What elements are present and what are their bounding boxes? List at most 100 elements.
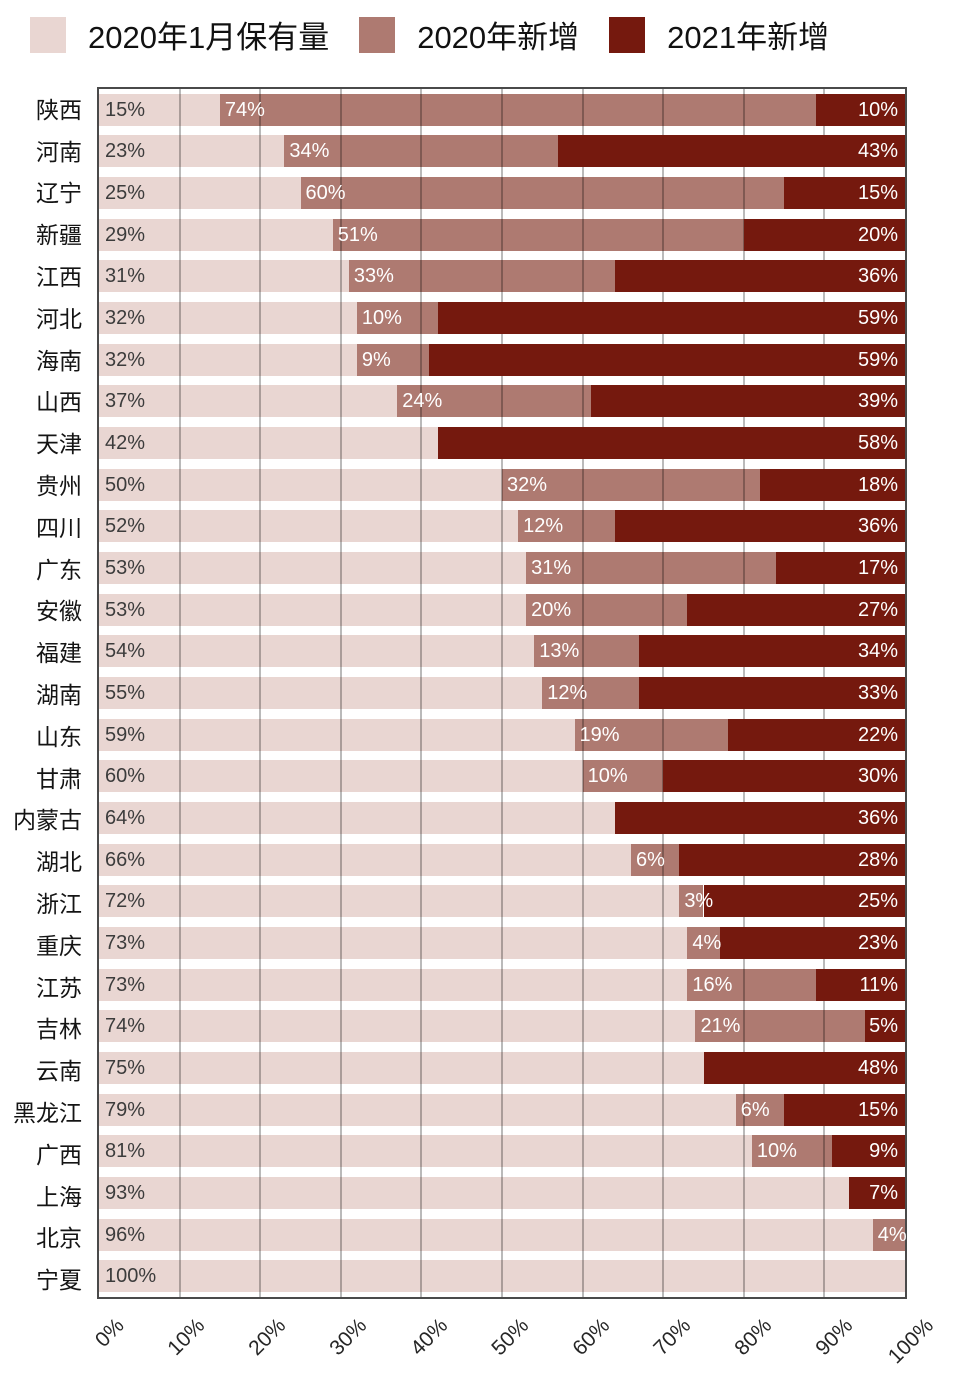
segment-base	[99, 1260, 905, 1293]
segment-increment-2021	[759, 468, 905, 501]
gridline	[339, 89, 342, 1297]
bar-row: 74% 21% 5%	[99, 1005, 905, 1047]
value-label-increment-2021: 15%	[857, 182, 898, 205]
value-label-base: 75%	[105, 1056, 146, 1079]
legend: 2020年1月保有量 2020年新增 2021年新增	[30, 12, 829, 57]
value-label-base: 54%	[105, 640, 146, 663]
segment-increment-2021	[784, 1093, 905, 1126]
bar-row: 73% 16% 11%	[99, 964, 905, 1006]
value-label-increment-2020: 31%	[531, 557, 572, 580]
category-label: 福建	[36, 640, 82, 667]
stacked-bar: 54% 13% 34%	[99, 635, 905, 668]
x-tick-label: 80%	[730, 1314, 777, 1360]
segment-increment-2021	[614, 260, 905, 293]
legend-label-base: 2020年1月保有量	[88, 20, 330, 55]
category-label: 吉林	[36, 1016, 82, 1043]
stacked-bar: 66% 6% 28%	[99, 843, 905, 876]
segment-increment-2020	[348, 260, 615, 293]
bar-row: 32% 9% 59%	[99, 339, 905, 381]
stacked-bar: 50% 32% 18%	[99, 468, 905, 501]
value-label-base: 93%	[105, 1181, 146, 1204]
value-label-base: 74%	[105, 1015, 146, 1038]
segment-increment-2020	[687, 926, 720, 959]
value-label-increment-2020: 3%	[684, 890, 714, 913]
stacked-bar: 72% 3% 25%	[99, 885, 905, 918]
value-label-increment-2021: 34%	[857, 640, 898, 663]
segment-increment-2021	[784, 177, 905, 210]
value-label-increment-2021: 25%	[857, 890, 898, 913]
bar-row: 64% 36%	[99, 797, 905, 839]
value-label-increment-2020: 19%	[579, 723, 620, 746]
segment-increment-2020	[526, 552, 777, 585]
value-label-increment-2021: 48%	[857, 1056, 898, 1079]
segment-base	[99, 677, 543, 710]
value-label-increment-2020: 60%	[305, 182, 346, 205]
segment-base	[99, 1218, 873, 1251]
x-tick-label: 0%	[90, 1314, 129, 1352]
segment-base	[99, 510, 519, 543]
gridline	[581, 89, 584, 1297]
segment-base	[99, 427, 438, 460]
bar-row: 81% 10% 9%	[99, 1130, 905, 1172]
segment-base	[99, 593, 527, 626]
segment-base	[99, 552, 527, 585]
stacked-bar: 60% 10% 30%	[99, 760, 905, 793]
bar-row: 32% 10% 59%	[99, 297, 905, 339]
stacked-bar: 100%	[99, 1260, 905, 1293]
segment-base	[99, 885, 680, 918]
bar-row: 31% 33% 36%	[99, 256, 905, 298]
category-label: 河南	[36, 138, 82, 165]
stacked-bar: 79% 6% 15%	[99, 1093, 905, 1126]
stacked-bar: 37% 24% 39%	[99, 385, 905, 418]
value-label-increment-2020: 33%	[353, 265, 394, 288]
segment-increment-2021	[743, 218, 905, 251]
legend-item-2021: 2021年新增	[609, 12, 829, 57]
value-label-base: 32%	[105, 348, 146, 371]
segment-base	[99, 843, 631, 876]
bar-row: 60% 10% 30%	[99, 756, 905, 798]
value-label-increment-2021: 18%	[857, 473, 898, 496]
value-label-increment-2020: 51%	[337, 223, 378, 246]
legend-label-2021: 2021年新增	[667, 20, 830, 55]
value-label-base: 15%	[105, 98, 146, 121]
value-label-increment-2020: 20%	[531, 598, 572, 621]
category-label: 上海	[36, 1183, 82, 1210]
segment-increment-2020	[542, 677, 640, 710]
stacked-bar: 93% 7%	[99, 1176, 905, 1209]
stacked-bar: 73% 4% 23%	[99, 926, 905, 959]
bar-row: 66% 6% 28%	[99, 839, 905, 881]
stacked-bar: 59% 19% 22%	[99, 718, 905, 751]
category-label: 黑龙江	[13, 1100, 82, 1127]
value-label-base: 64%	[105, 806, 146, 829]
bar-row: 55% 12% 33%	[99, 672, 905, 714]
segment-base	[99, 1176, 849, 1209]
segment-increment-2021	[639, 635, 905, 668]
segment-increment-2021	[719, 926, 905, 959]
x-tick-label: 70%	[649, 1314, 696, 1360]
segment-base	[99, 177, 301, 210]
value-label-increment-2021: 22%	[857, 723, 898, 746]
value-label-increment-2021: 28%	[857, 848, 898, 871]
value-label-increment-2020: 10%	[361, 307, 402, 330]
value-label-increment-2021: 58%	[857, 432, 898, 455]
segment-base	[99, 1010, 696, 1043]
segment-base	[99, 135, 285, 168]
category-label: 天津	[36, 431, 82, 458]
category-label: 广东	[36, 556, 82, 583]
segment-increment-2021	[727, 718, 905, 751]
value-label-increment-2021: 33%	[857, 682, 898, 705]
value-label-base: 25%	[105, 182, 146, 205]
segment-base	[99, 635, 535, 668]
segment-increment-2020	[502, 468, 760, 501]
segment-increment-2021	[832, 1135, 905, 1168]
category-label: 湖北	[36, 849, 82, 876]
category-label: 甘肃	[36, 765, 82, 792]
segment-increment-2020	[534, 635, 639, 668]
value-label-increment-2021: 27%	[857, 598, 898, 621]
value-label-base: 53%	[105, 598, 146, 621]
segment-increment-2021	[703, 885, 905, 918]
segment-increment-2021	[816, 968, 905, 1001]
segment-increment-2021	[663, 760, 905, 793]
bar-row: 53% 31% 17%	[99, 547, 905, 589]
bar-row: 96% 4%	[99, 1214, 907, 1256]
